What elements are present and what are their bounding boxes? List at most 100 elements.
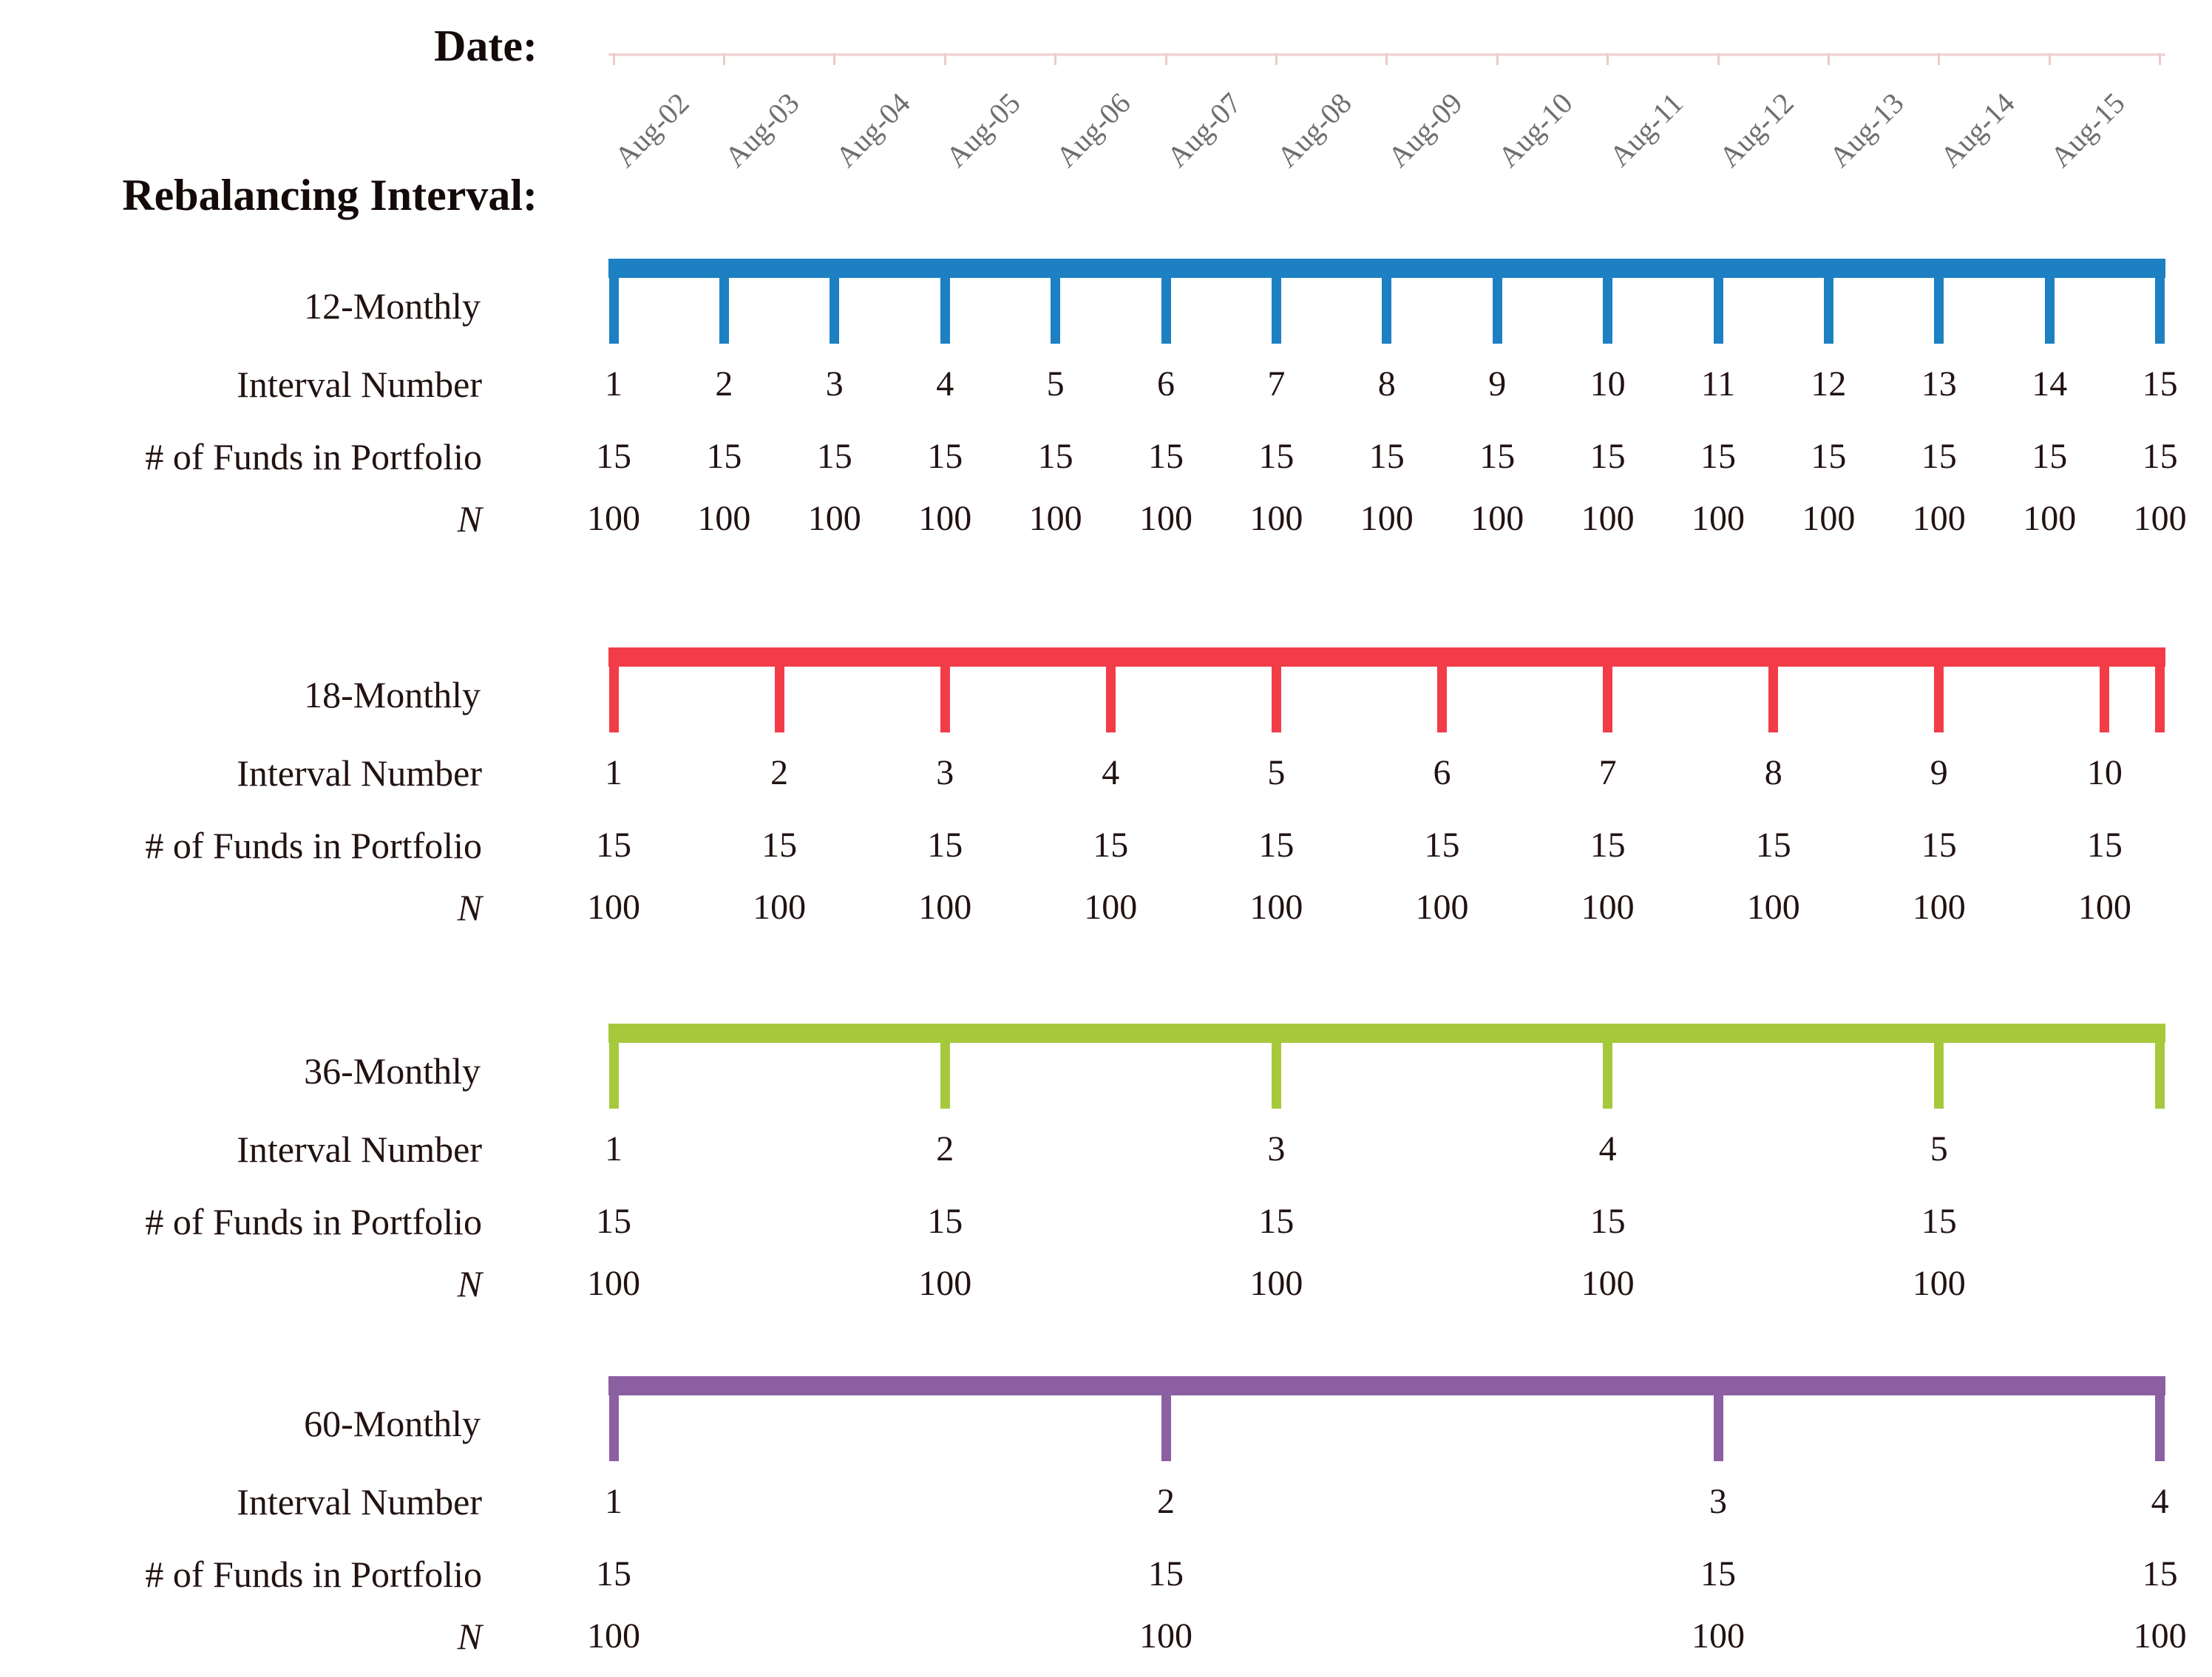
funds-value: 15 xyxy=(1590,1202,1626,1241)
funds-value: 15 xyxy=(1700,1554,1736,1593)
interval-number: 9 xyxy=(1930,753,1948,792)
interval-number: 3 xyxy=(1267,1129,1286,1169)
timeline-tick xyxy=(608,1376,619,1461)
interval-number: 6 xyxy=(1433,753,1451,792)
interval-number: 2 xyxy=(715,364,733,404)
timeline-bar xyxy=(608,1376,2165,1395)
interval-number: 4 xyxy=(1598,1129,1617,1169)
funds-value: 15 xyxy=(816,437,852,476)
timeline-tick xyxy=(2155,647,2165,732)
interval-number: 7 xyxy=(1598,753,1617,792)
interval-number: 9 xyxy=(1488,364,1507,404)
funds-value: 15 xyxy=(1811,437,1847,476)
date-axis-tick xyxy=(1385,53,1388,65)
n-value: 100 xyxy=(2023,499,2077,538)
interval-number: 1 xyxy=(605,364,622,404)
timeline-tick xyxy=(1713,259,1723,344)
interval-number: 2 xyxy=(1157,1482,1175,1521)
interval-number-row-label: Interval Number xyxy=(237,1481,482,1523)
interval-number: 2 xyxy=(770,753,789,792)
n-value: 100 xyxy=(1581,1264,1635,1303)
funds-value: 15 xyxy=(1921,437,1957,476)
interval-number: 12 xyxy=(1811,364,1847,404)
date-label: Aug-10 xyxy=(1491,86,1579,174)
funds-value: 15 xyxy=(706,437,742,476)
timeline-tick xyxy=(1603,647,1613,732)
n-value: 100 xyxy=(1912,1264,1966,1303)
n-value: 100 xyxy=(1746,888,1800,927)
n-value: 100 xyxy=(587,888,640,927)
date-axis-tick xyxy=(1275,53,1278,65)
timeline-tick xyxy=(1603,259,1613,344)
n-value: 100 xyxy=(1360,499,1414,538)
n-value: 100 xyxy=(1912,888,1966,927)
n-value: 100 xyxy=(587,1264,640,1303)
interval-number: 4 xyxy=(1102,753,1120,792)
interval-number: 15 xyxy=(2142,364,2178,404)
date-axis-tick xyxy=(1938,53,1941,65)
funds-value: 15 xyxy=(1258,826,1295,865)
funds-value: 15 xyxy=(1368,437,1405,476)
funds-value: 15 xyxy=(596,826,631,865)
n-value: 100 xyxy=(918,1264,972,1303)
interval-number: 3 xyxy=(936,753,954,792)
n-value: 100 xyxy=(807,499,861,538)
date-axis-tick xyxy=(1496,53,1499,65)
funds-value: 15 xyxy=(1037,437,1073,476)
date-label: Aug-13 xyxy=(1822,86,1910,174)
date-axis-tick xyxy=(1607,53,1609,65)
timeline-tick xyxy=(1492,259,1502,344)
interval-number: 11 xyxy=(1700,364,1736,404)
timeline-tick xyxy=(2155,1024,2165,1109)
interval-number: 4 xyxy=(2151,1482,2169,1521)
date-axis-tick xyxy=(2159,53,2162,65)
funds-value: 15 xyxy=(1700,437,1736,476)
n-value: 100 xyxy=(1692,499,1745,538)
n-value: 100 xyxy=(1470,499,1524,538)
funds-value: 15 xyxy=(596,1202,631,1241)
funds-value: 15 xyxy=(1148,1554,1184,1593)
interval-number: 1 xyxy=(605,753,622,792)
funds-value: 15 xyxy=(1921,826,1957,865)
timeline-tick xyxy=(1382,259,1392,344)
interval-number: 8 xyxy=(1764,753,1782,792)
n-value: 100 xyxy=(1912,499,1966,538)
timeline-label: 36-Monthly xyxy=(304,1050,481,1092)
n-value: 100 xyxy=(1581,499,1635,538)
interval-number: 8 xyxy=(1377,364,1396,404)
timeline-bar xyxy=(608,647,2165,667)
date-label: Aug-03 xyxy=(718,86,806,174)
interval-number: 13 xyxy=(1921,364,1957,404)
n-row-label: N xyxy=(457,498,482,540)
n-value: 100 xyxy=(1249,499,1303,538)
date-axis-tick xyxy=(1717,53,1720,65)
timeline-tick xyxy=(1713,1376,1723,1461)
funds-value: 15 xyxy=(1921,1202,1957,1241)
funds-value: 15 xyxy=(927,437,963,476)
funds-value: 15 xyxy=(1479,437,1516,476)
funds-value: 15 xyxy=(927,1202,963,1241)
date-label: Aug-14 xyxy=(1933,86,2021,174)
n-value: 100 xyxy=(587,1616,640,1656)
interval-number: 3 xyxy=(1709,1482,1727,1521)
funds-value: 15 xyxy=(1093,826,1129,865)
timeline-tick xyxy=(1768,647,1779,732)
date-label: Aug-02 xyxy=(608,86,696,174)
date-axis-tick xyxy=(1054,53,1057,65)
date-axis-tick xyxy=(612,53,615,65)
funds-value: 15 xyxy=(1258,1202,1295,1241)
n-value: 100 xyxy=(753,888,807,927)
n-value: 100 xyxy=(1802,499,1856,538)
n-value: 100 xyxy=(587,499,640,538)
n-value: 100 xyxy=(1028,499,1082,538)
timeline-tick xyxy=(608,1024,619,1109)
n-value: 100 xyxy=(1139,1616,1192,1656)
interval-number: 1 xyxy=(605,1129,622,1169)
funds-value: 15 xyxy=(2142,1554,2178,1593)
timeline-bar xyxy=(608,1024,2165,1043)
timeline-tick xyxy=(1271,647,1281,732)
interval-number: 5 xyxy=(1267,753,1286,792)
n-value: 100 xyxy=(1692,1616,1745,1656)
timeline-18-monthly: 18-Monthly Interval Number # of Funds in P… xyxy=(0,647,2212,995)
timeline-label: 60-Monthly xyxy=(304,1403,481,1444)
